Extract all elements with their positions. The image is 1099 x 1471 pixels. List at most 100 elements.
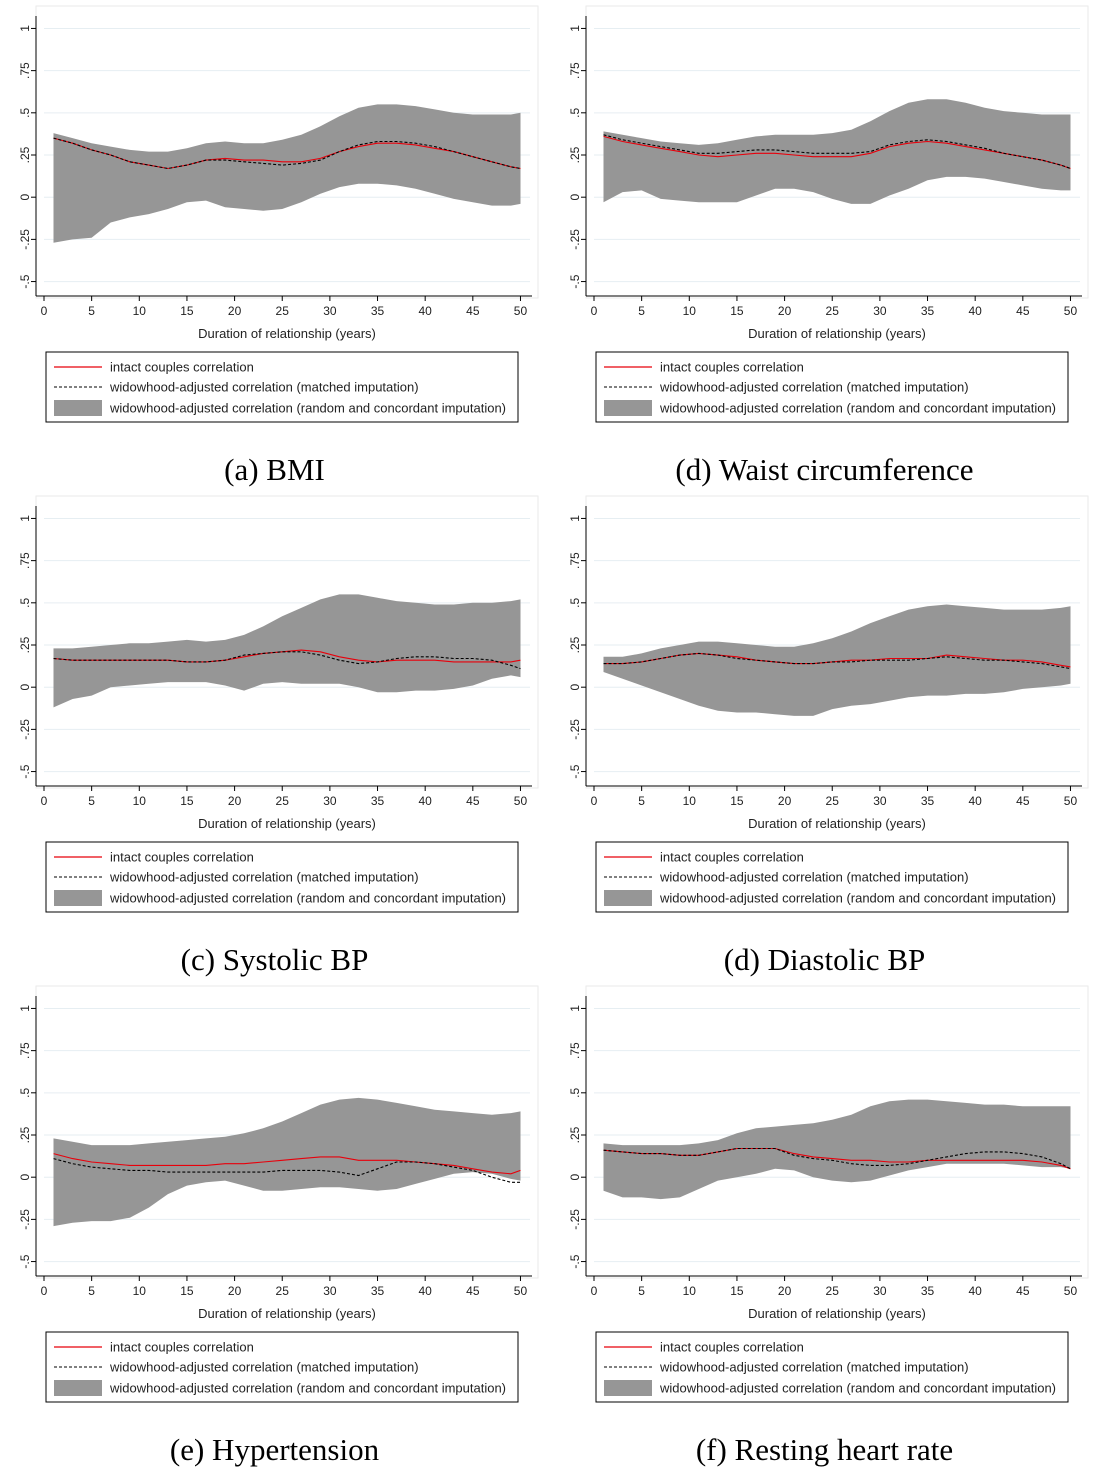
legend-label: intact couples correlation — [110, 1340, 254, 1355]
x-tick-label: 20 — [778, 794, 792, 808]
x-tick-label: 5 — [638, 794, 645, 808]
x-tick-label: 30 — [323, 1284, 337, 1298]
legend-label: widowhood-adjusted correlation (random a… — [659, 891, 1056, 906]
series-line-matched — [603, 1147, 1071, 1170]
x-tick-label: 40 — [418, 1284, 432, 1298]
legend-label: widowhood-adjusted correlation (matched … — [659, 1360, 969, 1375]
legend-label: widowhood-adjusted correlation (random a… — [109, 1381, 506, 1396]
x-tick-label: 45 — [466, 304, 480, 318]
x-tick-label: 35 — [371, 1284, 385, 1298]
y-tick-label: .25 — [568, 146, 582, 163]
x-tick-label: 5 — [88, 304, 95, 318]
x-tick-label: 25 — [276, 304, 290, 318]
legend-box — [45, 841, 519, 913]
x-tick-label: 20 — [778, 1284, 792, 1298]
series-line-intact — [603, 1147, 1071, 1170]
x-tick-label: 40 — [968, 304, 982, 318]
y-tick-label: .5 — [568, 597, 582, 607]
x-tick-label: 5 — [88, 1284, 95, 1298]
x-tick-label: 0 — [591, 1284, 598, 1298]
chart-panel-6: -.5 -.25 0.25.5.75 1 0 5 10 15 20 25 30 35 40 45 50 Dur… — [550, 980, 1099, 1470]
y-tick-label: .75 — [18, 1042, 32, 1059]
x-axis-title: Duration of relationship (years) — [748, 326, 926, 341]
x-axis-title: Duration of relationship (years) — [198, 326, 376, 341]
band-random-concordant — [603, 1099, 1071, 1200]
x-tick-label: 50 — [514, 794, 528, 808]
y-tick-label: .75 — [568, 552, 582, 569]
x-tick-label: 15 — [730, 794, 744, 808]
series-line-matched — [53, 1158, 521, 1183]
x-tick-label: 30 — [873, 304, 887, 318]
x-tick-label: 50 — [514, 304, 528, 318]
legend-box — [595, 1331, 1069, 1403]
x-tick-label: 30 — [873, 1284, 887, 1298]
legend-key-band — [604, 1380, 652, 1396]
x-tick-label: 15 — [730, 304, 744, 318]
x-tick-label: 35 — [921, 794, 935, 808]
x-tick-label: 50 — [1064, 304, 1078, 318]
x-tick-label: 30 — [323, 794, 337, 808]
x-tick-label: 10 — [133, 794, 147, 808]
y-tick-label: .5 — [18, 597, 32, 607]
y-tick-label: 0 — [568, 1174, 582, 1181]
series-line-matched — [53, 137, 521, 170]
x-tick-label: 20 — [228, 304, 242, 318]
panel-caption: (d) Diastolic BP — [724, 942, 926, 977]
y-tick-label: .5 — [568, 107, 582, 117]
x-tick-label: 15 — [180, 304, 194, 318]
x-tick-label: 25 — [276, 794, 290, 808]
x-tick-label: 5 — [638, 304, 645, 318]
y-tick-label: -.25 — [18, 229, 32, 250]
legend-label: widowhood-adjusted correlation (random a… — [109, 891, 506, 906]
y-tick-label: -.5 — [568, 764, 582, 778]
legend-box — [595, 841, 1069, 913]
x-tick-label: 45 — [466, 794, 480, 808]
legend-label: intact couples correlation — [660, 850, 804, 865]
legend-label: widowhood-adjusted correlation (random a… — [659, 401, 1056, 416]
x-tick-label: 10 — [133, 304, 147, 318]
y-tick-label: .75 — [18, 62, 32, 79]
panel-caption: (e) Hypertension — [170, 1432, 380, 1467]
y-tick-label: 0 — [568, 194, 582, 201]
series-line-intact — [53, 1153, 521, 1175]
x-tick-label: 10 — [683, 1284, 697, 1298]
y-tick-label: 1 — [18, 1005, 32, 1012]
series-line-intact — [53, 649, 521, 663]
y-tick-label: .25 — [568, 636, 582, 653]
y-tick-label: .75 — [568, 62, 582, 79]
x-tick-label: 20 — [228, 1284, 242, 1298]
chart-panel-2: -.5 -.25 0.25.5.75 1 0 5 10 15 20 25 30 35 40 45 50 Dur… — [550, 0, 1099, 490]
x-tick-label: 50 — [514, 1284, 528, 1298]
x-tick-label: 10 — [683, 794, 697, 808]
x-tick-label: 45 — [466, 1284, 480, 1298]
y-tick-label: -.5 — [18, 274, 32, 288]
legend-label: widowhood-adjusted correlation (random a… — [109, 401, 506, 416]
x-axis-title: Duration of relationship (years) — [748, 1306, 926, 1321]
chart-panel-1: -.5 -.25 0.25.5.75 1 0 5 10 15 20 25 30 35 40 45 50 Dur… — [0, 0, 549, 490]
y-tick-label: 1 — [18, 515, 32, 522]
y-tick-label: -.25 — [18, 719, 32, 740]
band-random-concordant — [53, 1097, 521, 1227]
legend-label: widowhood-adjusted correlation (matched … — [109, 380, 419, 395]
y-tick-label: .25 — [18, 146, 32, 163]
y-tick-label: -.5 — [18, 764, 32, 778]
x-tick-label: 25 — [276, 1284, 290, 1298]
series-line-matched — [603, 134, 1071, 170]
x-tick-label: 40 — [418, 304, 432, 318]
y-tick-label: 1 — [18, 25, 32, 32]
x-tick-label: 20 — [778, 304, 792, 318]
y-tick-label: -.5 — [18, 1254, 32, 1268]
legend-key-band — [54, 890, 102, 906]
x-axis-title: Duration of relationship (years) — [198, 1306, 376, 1321]
x-tick-label: 45 — [1016, 794, 1030, 808]
y-tick-label: 0 — [18, 684, 32, 691]
chart-panel-4: -.5 -.25 0.25.5.75 1 0 5 10 15 20 25 30 35 40 45 50 Dur… — [550, 490, 1099, 980]
y-tick-label: .5 — [568, 1087, 582, 1097]
legend-key-band — [54, 1380, 102, 1396]
chart-panel-5: -.5 -.25 0.25.5.75 1 0 5 10 15 20 25 30 35 40 45 50 Dur… — [0, 980, 549, 1470]
y-tick-label: .25 — [568, 1126, 582, 1143]
